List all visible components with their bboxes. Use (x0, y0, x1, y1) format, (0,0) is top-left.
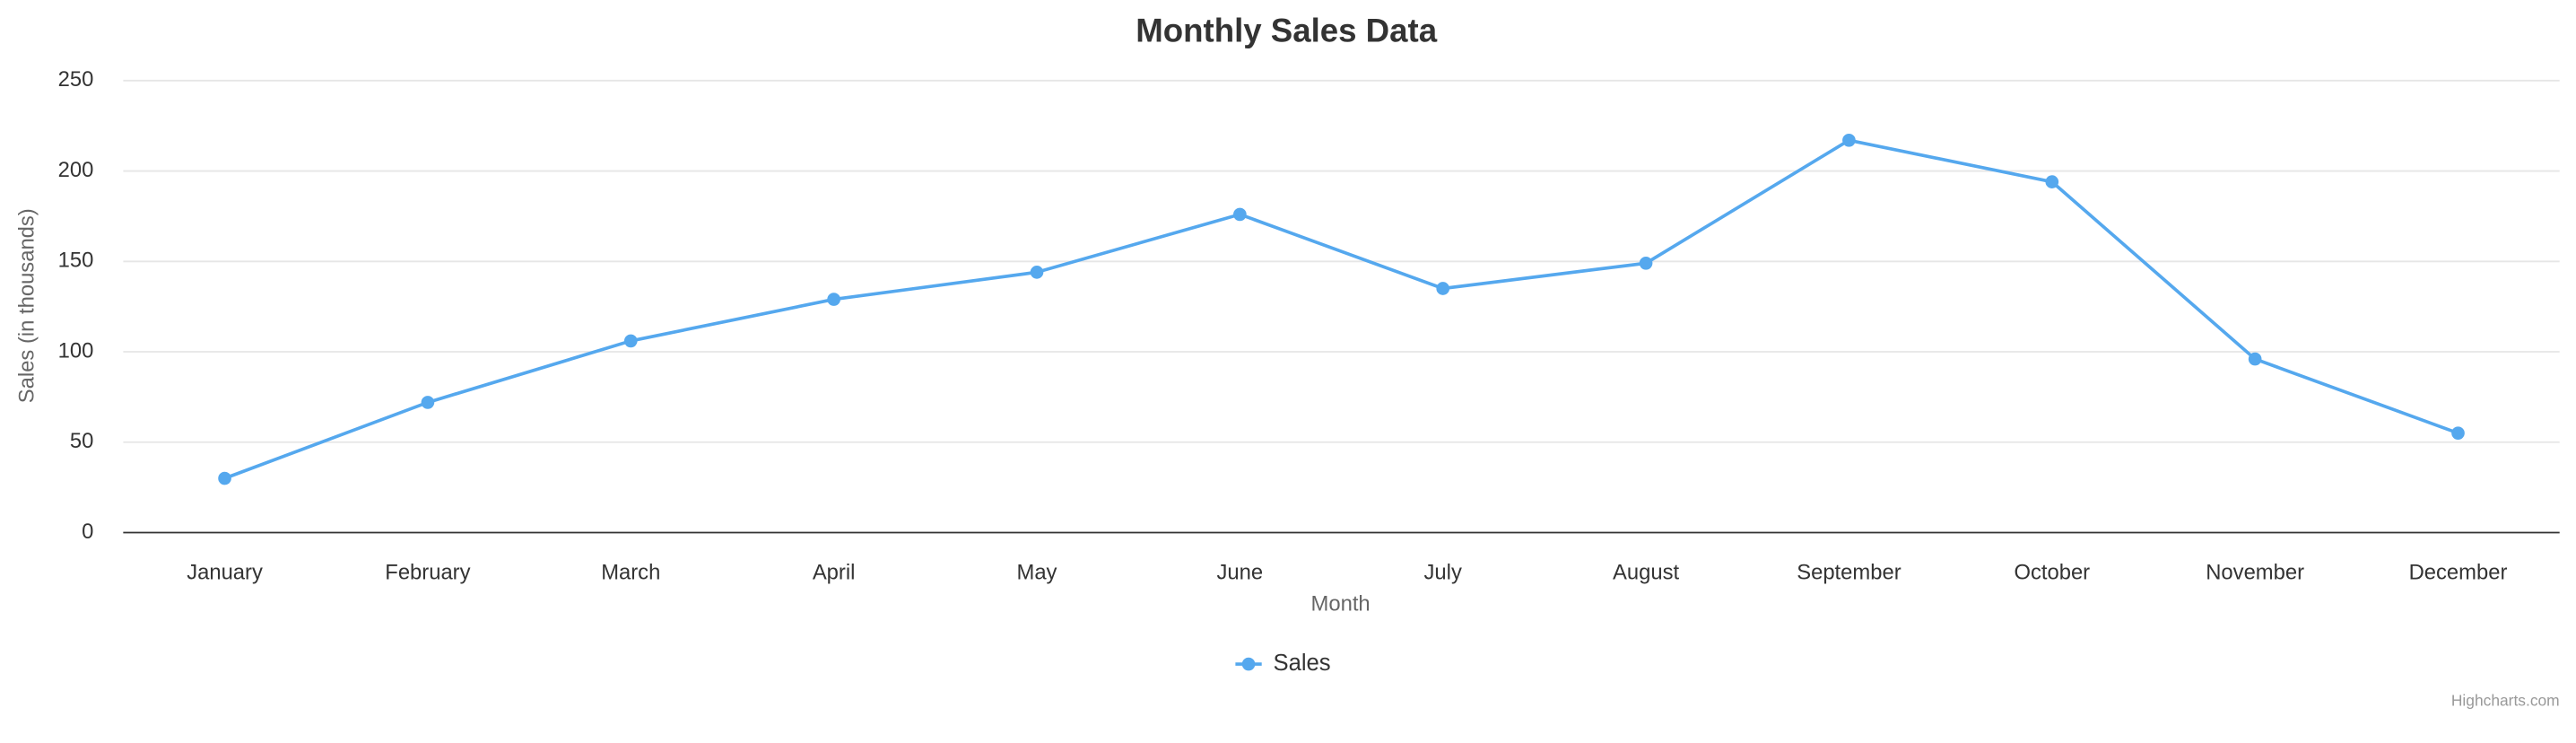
data-point (218, 471, 231, 485)
legend[interactable]: Sales (1235, 651, 1331, 676)
y-tick-label: 150 (58, 249, 94, 273)
x-tick-label: May (1017, 561, 1057, 585)
chart-title: Monthly Sales Data (1136, 12, 1437, 48)
x-tick-label: June (1217, 561, 1264, 585)
data-point (623, 334, 638, 348)
credits[interactable]: Highcharts.com (2451, 692, 2560, 710)
y-tick-label: 50 (70, 429, 93, 453)
x-tick-label: February (385, 561, 470, 585)
y-tick-label: 200 (58, 158, 94, 182)
y-tick-label: 100 (58, 338, 94, 363)
x-tick-label: March (601, 561, 660, 585)
x-tick-label: November (2206, 561, 2304, 585)
x-tick-label: December (2409, 561, 2508, 585)
legend-label[interactable]: Sales (1274, 651, 1331, 676)
data-point (1436, 282, 1450, 295)
x-tick-label: October (2014, 561, 2090, 585)
legend-symbol (1241, 657, 1256, 671)
series-line (223, 138, 2459, 480)
data-point (1233, 207, 1247, 222)
x-tick-label: April (813, 561, 856, 585)
data-point (2248, 352, 2262, 366)
data-point (421, 396, 435, 409)
data-point (1842, 133, 1856, 147)
data-point (1030, 266, 1044, 279)
x-axis-title: Month (1311, 591, 1371, 616)
x-tick-label: August (1613, 561, 1679, 585)
y-tick-label: 0 (82, 520, 93, 544)
y-tick-label: 250 (58, 67, 94, 92)
data-point (1639, 256, 1653, 270)
x-tick-label: January (187, 561, 263, 585)
y-axis-title: Sales (in thousands) (14, 208, 39, 403)
x-tick-label: July (1424, 561, 1462, 585)
x-tick-label: September (1797, 561, 1901, 585)
data-point (827, 293, 840, 306)
data-point (2045, 175, 2059, 188)
data-point (2451, 426, 2465, 441)
